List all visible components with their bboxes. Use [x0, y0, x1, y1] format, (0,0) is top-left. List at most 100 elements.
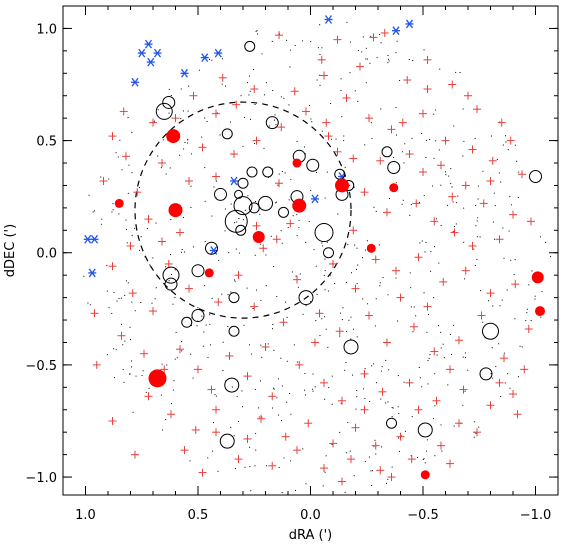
open-circle-marker	[234, 189, 243, 199]
field-dot	[372, 470, 374, 472]
open-circle-marker	[323, 247, 334, 259]
asterisk-marker	[153, 48, 162, 58]
field-dot	[181, 350, 183, 352]
plus-marker	[383, 338, 391, 347]
field-dot	[106, 264, 108, 266]
plus-marker	[304, 419, 313, 428]
plus-marker	[423, 302, 432, 311]
plus-marker	[376, 466, 385, 475]
field-dot	[334, 282, 336, 284]
field-dot	[364, 397, 366, 399]
field-dot	[160, 167, 162, 169]
field-dot	[231, 386, 233, 388]
plus-marker	[99, 176, 108, 185]
field-dot	[308, 221, 310, 223]
plus-marker	[176, 345, 184, 354]
field-dot	[364, 368, 366, 370]
x-tick-label: −1.0	[520, 508, 552, 523]
field-dot	[206, 120, 208, 122]
field-dot	[213, 186, 215, 188]
plus-marker	[268, 461, 277, 470]
field-dot	[351, 272, 353, 274]
field-dot	[286, 39, 288, 41]
field-dot	[452, 201, 454, 203]
y-tick-label: 1.0	[36, 22, 57, 37]
field-dot	[295, 490, 297, 492]
field-dot	[228, 252, 230, 254]
field-dot	[113, 291, 115, 293]
field-dot	[364, 460, 366, 462]
field-dot	[263, 147, 265, 149]
field-dot	[184, 141, 186, 143]
plus-marker	[396, 432, 405, 441]
asterisk-marker	[83, 234, 92, 244]
field-dot	[272, 328, 274, 330]
field-dot	[450, 183, 452, 185]
y-tick-label: −1.0	[25, 471, 57, 486]
field-dot	[339, 431, 341, 433]
field-dot	[281, 419, 283, 421]
field-dot	[528, 284, 530, 286]
plus-marker	[234, 455, 243, 464]
open-circle-marker	[155, 102, 173, 120]
plus-marker	[495, 378, 504, 387]
field-dot	[378, 244, 380, 246]
field-dot	[127, 282, 129, 284]
field-dot	[215, 395, 217, 397]
field-dot	[391, 466, 393, 468]
field-dot	[352, 374, 354, 376]
field-dot	[229, 121, 231, 123]
plus-marker	[293, 446, 301, 455]
asterisk-marker	[405, 19, 414, 29]
field-dot	[170, 95, 172, 97]
open-circle-marker	[387, 161, 401, 175]
field-dot	[380, 108, 382, 110]
plus-marker	[250, 84, 259, 93]
field-dot	[265, 82, 267, 84]
field-dot	[204, 117, 206, 119]
field-dot	[89, 304, 91, 306]
field-dot	[499, 121, 501, 123]
plus-marker	[295, 360, 304, 369]
plus-marker	[446, 365, 454, 374]
plus-marker	[349, 154, 358, 163]
field-dot	[323, 274, 325, 276]
field-dot	[475, 205, 477, 207]
field-dot	[423, 195, 425, 197]
field-dot	[292, 215, 294, 217]
filled-circle-marker	[252, 231, 265, 244]
field-dot	[234, 280, 236, 282]
field-dot	[190, 353, 192, 355]
field-dot	[375, 298, 377, 300]
field-dot	[346, 330, 348, 332]
plus-marker	[279, 318, 288, 327]
field-dot	[315, 265, 317, 267]
field-dot	[380, 370, 382, 372]
field-dot	[204, 200, 206, 202]
field-dot	[425, 241, 427, 243]
field-dot	[387, 54, 389, 56]
field-dot	[385, 402, 387, 404]
plus-marker	[158, 237, 166, 246]
field-dot	[218, 259, 220, 261]
field-dot	[507, 149, 509, 151]
field-dot	[124, 340, 126, 342]
field-dot	[128, 164, 130, 166]
plus-marker	[392, 266, 400, 275]
field-dot	[259, 380, 261, 382]
open-circle-marker	[205, 241, 218, 255]
field-dot	[83, 275, 85, 277]
plus-marker	[430, 217, 439, 226]
field-dot	[441, 450, 443, 452]
field-dot	[192, 246, 194, 248]
field-dot	[392, 407, 394, 409]
field-dot	[319, 84, 321, 86]
field-dot	[131, 172, 133, 174]
field-dot	[190, 185, 192, 187]
field-dot	[253, 69, 255, 71]
field-dot	[190, 206, 192, 208]
field-dot	[215, 180, 217, 182]
field-dot	[459, 72, 461, 74]
field-dot	[539, 236, 541, 238]
field-dot	[379, 285, 381, 287]
